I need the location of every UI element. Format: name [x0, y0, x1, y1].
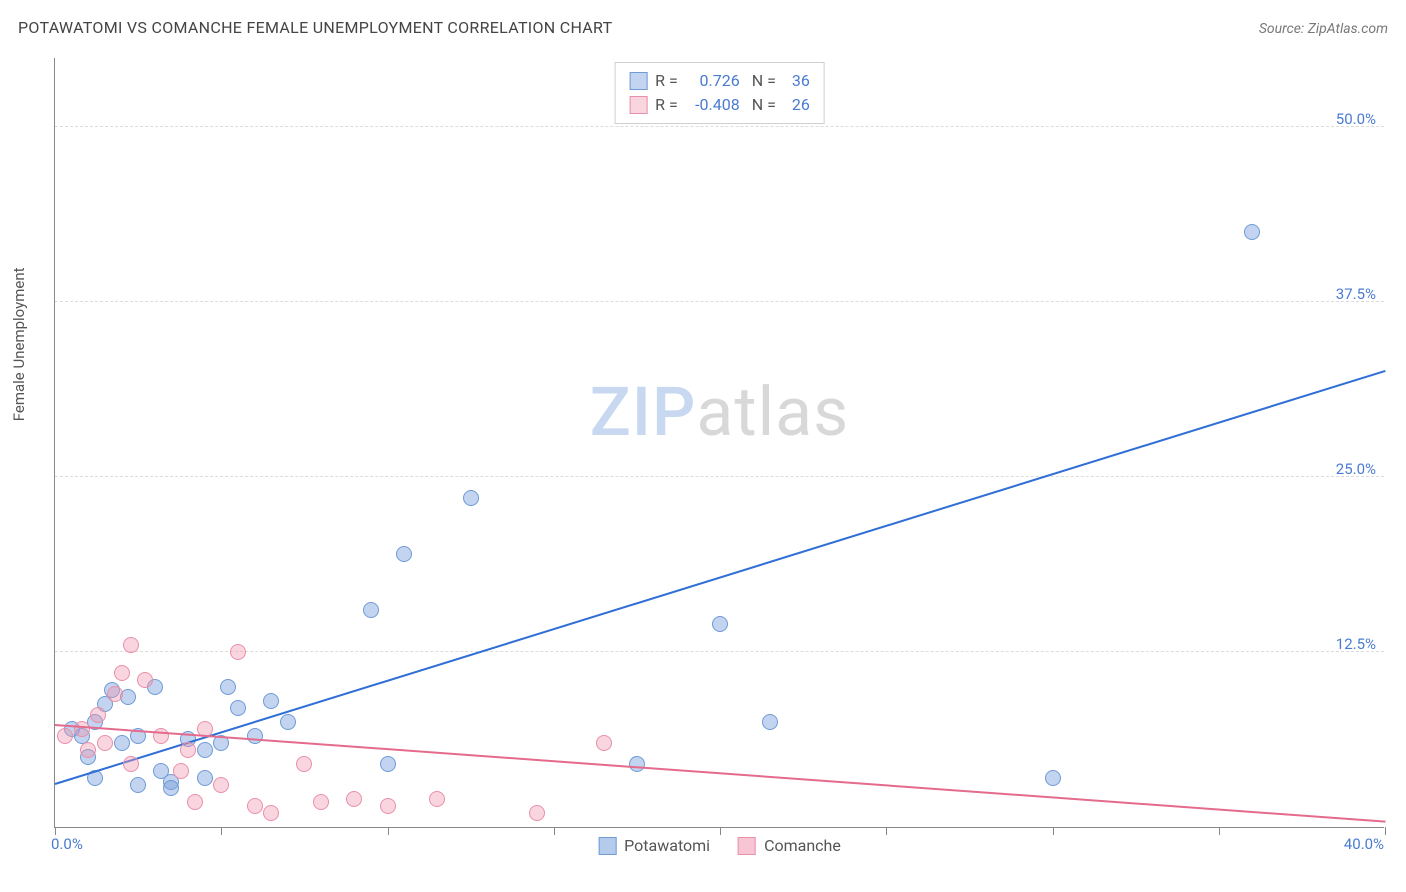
data-point — [130, 777, 146, 793]
y-tick-label: 25.0% — [1336, 460, 1376, 478]
data-point — [197, 770, 213, 786]
watermark-zip: ZIP — [590, 372, 697, 452]
r-value-potawatomi: 0.726 — [686, 69, 740, 93]
data-point — [712, 616, 728, 632]
gridline — [55, 126, 1384, 127]
data-point — [762, 714, 778, 730]
data-point — [90, 707, 106, 723]
scatter-plot-area: Female Unemployment ZIPatlas R = 0.726 N… — [54, 58, 1384, 828]
data-point — [247, 728, 263, 744]
y-tick-label: 37.5% — [1336, 285, 1376, 303]
r-label: R = — [655, 69, 678, 93]
swatch-comanche — [738, 837, 756, 855]
data-point — [173, 763, 189, 779]
series-legend: Potawatomi Comanche — [598, 836, 841, 855]
legend-row-potawatomi: R = 0.726 N = 36 — [629, 69, 810, 93]
data-point — [114, 735, 130, 751]
data-point — [187, 794, 203, 810]
x-tick — [55, 827, 56, 835]
gridline — [55, 301, 1384, 302]
n-label: N = — [748, 69, 776, 93]
data-point — [137, 672, 153, 688]
chart-title: POTAWATOMI VS COMANCHE FEMALE UNEMPLOYME… — [18, 18, 612, 37]
data-point — [429, 791, 445, 807]
data-point — [263, 693, 279, 709]
data-point — [629, 756, 645, 772]
swatch-potawatomi — [629, 72, 647, 90]
data-point — [396, 546, 412, 562]
y-tick-label: 12.5% — [1336, 635, 1376, 653]
data-point — [74, 721, 90, 737]
x-tick — [388, 827, 389, 835]
data-point — [1244, 224, 1260, 240]
x-tick — [1219, 827, 1220, 835]
x-tick — [1385, 827, 1386, 835]
data-point — [123, 637, 139, 653]
gridline — [55, 476, 1384, 477]
legend-label-potawatomi: Potawatomi — [624, 836, 710, 855]
x-tick — [554, 827, 555, 835]
data-point — [529, 805, 545, 821]
x-tick — [720, 827, 721, 835]
trend-line — [55, 370, 1386, 785]
legend-item-potawatomi: Potawatomi — [598, 836, 710, 855]
data-point — [1045, 770, 1061, 786]
n-value-comanche: 26 — [784, 93, 810, 117]
legend-item-comanche: Comanche — [738, 836, 841, 855]
y-axis-title: Female Unemployment — [10, 267, 28, 421]
data-point — [263, 805, 279, 821]
data-point — [123, 756, 139, 772]
gridline — [55, 651, 1384, 652]
swatch-comanche — [629, 96, 647, 114]
r-label: R = — [655, 93, 678, 117]
data-point — [363, 602, 379, 618]
legend-row-comanche: R = -0.408 N = 26 — [629, 93, 810, 117]
data-point — [220, 679, 236, 695]
x-axis-min-label: 0.0% — [51, 835, 83, 853]
source-attribution: Source: ZipAtlas.com — [1259, 21, 1388, 37]
data-point — [197, 742, 213, 758]
data-point — [180, 742, 196, 758]
x-axis-max-label: 40.0% — [1344, 835, 1384, 853]
data-point — [97, 735, 113, 751]
data-point — [80, 742, 96, 758]
data-point — [380, 756, 396, 772]
data-point — [280, 714, 296, 730]
watermark: ZIPatlas — [590, 372, 850, 452]
watermark-atlas: atlas — [696, 372, 849, 452]
data-point — [380, 798, 396, 814]
data-point — [346, 791, 362, 807]
data-point — [247, 798, 263, 814]
data-point — [596, 735, 612, 751]
data-point — [313, 794, 329, 810]
data-point — [163, 780, 179, 796]
data-point — [230, 644, 246, 660]
n-value-potawatomi: 36 — [784, 69, 810, 93]
n-label: N = — [748, 93, 776, 117]
data-point — [296, 756, 312, 772]
data-point — [463, 490, 479, 506]
data-point — [107, 686, 123, 702]
x-tick — [1053, 827, 1054, 835]
x-tick — [221, 827, 222, 835]
swatch-potawatomi — [598, 837, 616, 855]
r-value-comanche: -0.408 — [686, 93, 740, 117]
data-point — [114, 665, 130, 681]
correlation-legend: R = 0.726 N = 36 R = -0.408 N = 26 — [614, 62, 825, 124]
legend-label-comanche: Comanche — [764, 836, 841, 855]
x-tick — [886, 827, 887, 835]
data-point — [213, 777, 229, 793]
y-tick-label: 50.0% — [1336, 110, 1376, 128]
header-row: POTAWATOMI VS COMANCHE FEMALE UNEMPLOYME… — [18, 18, 1388, 37]
data-point — [57, 728, 73, 744]
data-point — [230, 700, 246, 716]
